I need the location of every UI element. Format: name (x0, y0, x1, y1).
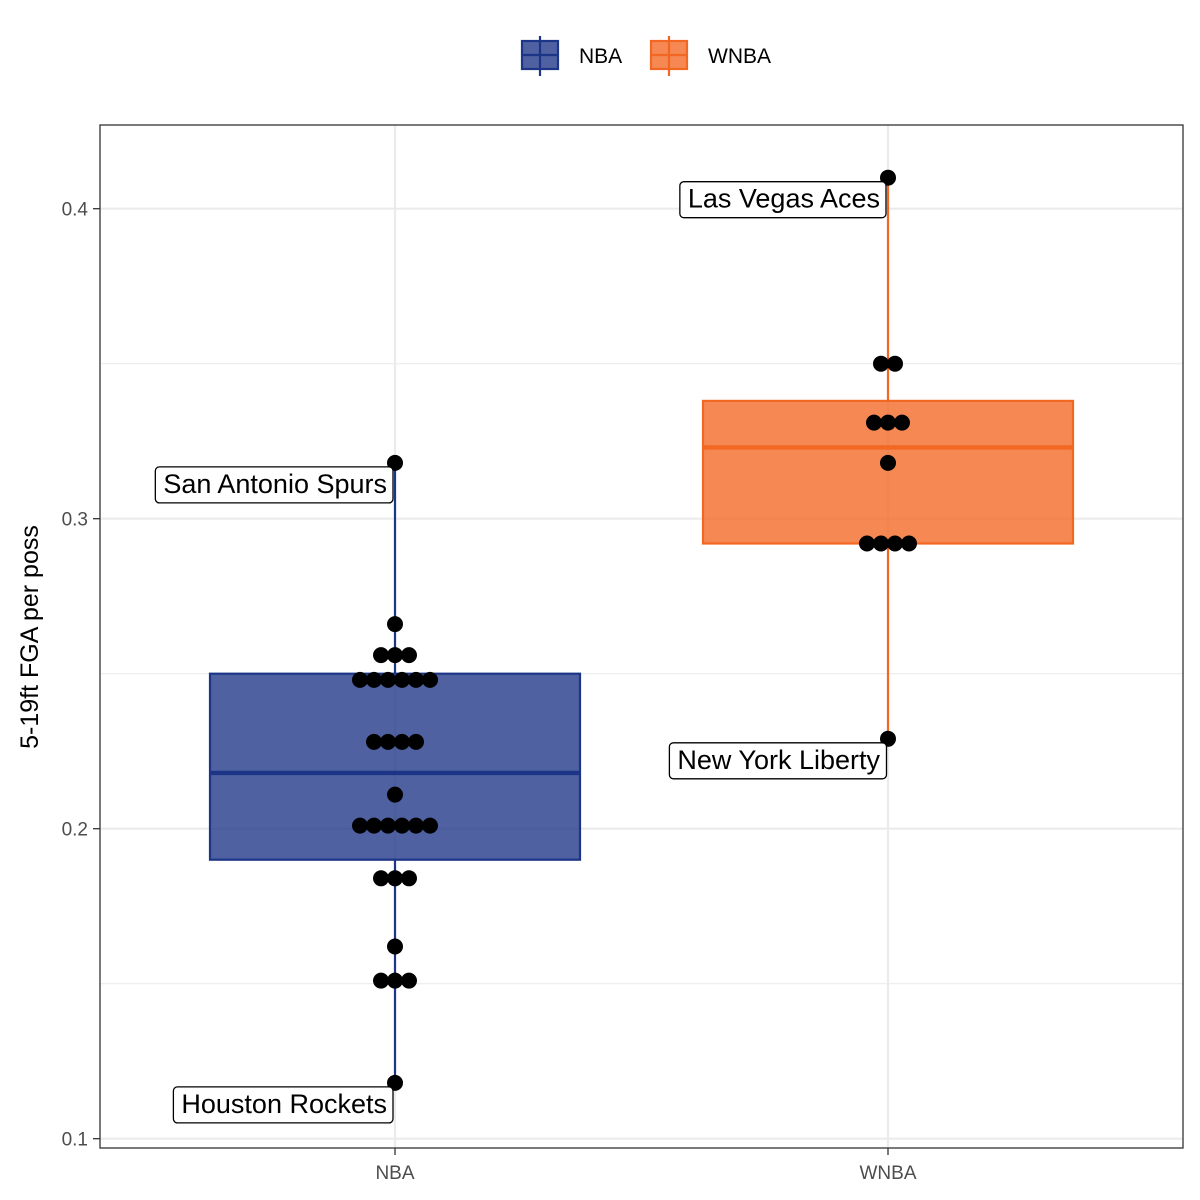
data-point (394, 733, 410, 750)
data-point (394, 671, 410, 688)
team-label: Las Vegas Aces (679, 181, 887, 219)
legend-item-wnba: WNBA (649, 36, 771, 76)
legend-item-nba: NBA (520, 36, 622, 76)
label-box (154, 466, 394, 504)
data-point (873, 355, 889, 372)
data-point (422, 671, 438, 688)
legend-label: NBA (579, 45, 622, 68)
y-axis-title: 5-19ft FGA per poss (16, 525, 44, 749)
axes: 0.1 0.2 0.3 0.4 NBA WNBA (62, 200, 917, 1184)
label-box (668, 742, 888, 780)
y-tick-label: 0.3 (62, 510, 88, 531)
data-point (408, 671, 424, 688)
plot-border (99, 124, 1184, 1149)
label-box (172, 1086, 394, 1124)
label-text: San Antonio Spurs (163, 469, 387, 499)
data-point (387, 972, 403, 989)
data-point (352, 817, 368, 834)
y-tick-label: 0.2 (62, 820, 88, 841)
x-tick-label: NBA (375, 1163, 414, 1184)
label-box (679, 181, 887, 219)
y-tick-label: 0.4 (62, 200, 89, 221)
label-text: Las Vegas Aces (688, 184, 880, 214)
data-point (366, 671, 382, 688)
label-text: New York Liberty (677, 745, 880, 775)
data-point (887, 355, 903, 372)
data-point (387, 938, 403, 955)
data-point (373, 647, 389, 664)
data-point (380, 671, 396, 688)
iqr-box (208, 672, 582, 861)
data-point (894, 414, 910, 431)
data-point (887, 535, 903, 552)
data-point (901, 535, 917, 552)
team-label: Houston Rockets (172, 1086, 394, 1124)
data-point (380, 817, 396, 834)
team-label: San Antonio Spurs (154, 466, 394, 504)
y-tick-label: 0.1 (62, 1130, 88, 1151)
data-point (373, 870, 389, 887)
data-point (401, 870, 417, 887)
label-layer: San Antonio Spurs Houston Rockets Las Vega… (154, 181, 888, 1124)
data-point (873, 535, 889, 552)
legend: NBA WNBA (520, 36, 771, 76)
data-point (880, 414, 896, 431)
data-point (408, 733, 424, 750)
x-tick-label: WNBA (860, 1163, 917, 1184)
data-point (422, 817, 438, 834)
data-point (408, 817, 424, 834)
data-point (387, 647, 403, 664)
point-layer (352, 169, 917, 1091)
data-point (387, 616, 403, 633)
data-point (366, 733, 382, 750)
data-point (880, 454, 896, 471)
data-point (366, 817, 382, 834)
data-point (387, 786, 403, 803)
team-label: New York Liberty (668, 742, 888, 780)
data-point (352, 671, 368, 688)
data-point (394, 817, 410, 834)
legend-label: WNBA (708, 45, 771, 68)
plot-panel (100, 125, 1183, 1148)
data-point (866, 414, 882, 431)
data-point (387, 870, 403, 887)
data-point (401, 972, 417, 989)
data-point (859, 535, 875, 552)
label-text: Houston Rockets (181, 1089, 387, 1119)
data-point (373, 972, 389, 989)
data-point (401, 647, 417, 664)
data-point (380, 733, 396, 750)
